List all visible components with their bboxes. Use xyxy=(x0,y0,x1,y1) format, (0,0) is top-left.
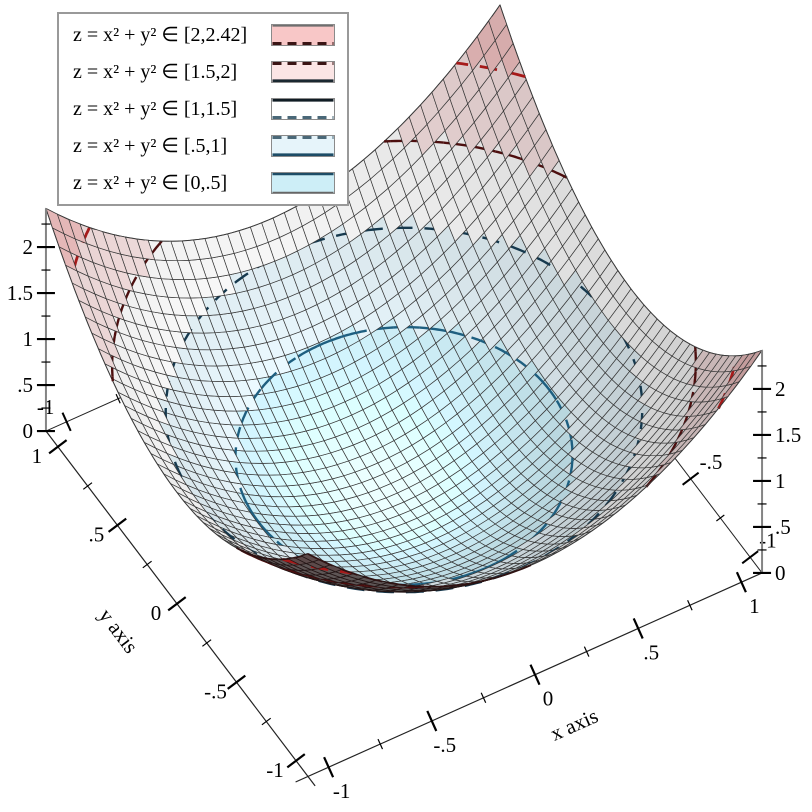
z-tick-label: 0 xyxy=(775,561,786,585)
legend-swatch-interval-1.5-2 xyxy=(271,60,335,83)
x-tick-label: -.5 xyxy=(433,733,456,757)
z-tick-label: 2 xyxy=(22,235,33,259)
legend-swatch-interval-.5-1 xyxy=(271,134,335,157)
legend-row: z = x² + y² ∈ [1.5,2] xyxy=(59,53,347,90)
legend: z = x² + y² ∈ [2,2.42] z = x² + y² ∈ [1.… xyxy=(57,12,349,206)
legend-label: z = x² + y² ∈ [.5,1] xyxy=(73,135,228,157)
x-tick-label: 1 xyxy=(749,594,760,618)
x-tick-label: 0 xyxy=(543,687,554,711)
legend-label: z = x² + y² ∈ [1.5,2] xyxy=(73,61,238,83)
y-tick-label: 1 xyxy=(32,444,43,468)
z-tick-label: .5 xyxy=(775,515,791,539)
z-tick-label: .5 xyxy=(17,373,33,397)
legend-swatch-interval-1-1.5 xyxy=(271,97,335,120)
y-tick-label: 0 xyxy=(151,601,162,625)
legend-row: z = x² + y² ∈ [0,.5] xyxy=(59,164,347,201)
legend-swatch-interval-0-.5 xyxy=(271,171,335,194)
far-y-tick-label: -.5 xyxy=(700,450,723,474)
z-axes: 0.511.520.511.52 xyxy=(7,208,801,585)
legend-row: z = x² + y² ∈ [1,1.5] xyxy=(59,90,347,127)
y-tick-label: -.5 xyxy=(204,679,227,703)
x-tick-label: .5 xyxy=(643,640,659,664)
legend-swatch-interval-2-2.42 xyxy=(271,23,335,46)
legend-label: z = x² + y² ∈ [1,1.5] xyxy=(73,98,238,120)
z-tick-label: 1 xyxy=(775,469,786,493)
z-tick-label: 1 xyxy=(22,327,33,351)
z-tick-label: 2 xyxy=(775,377,786,401)
x-tick-label: -1 xyxy=(333,779,351,803)
legend-row: z = x² + y² ∈ [.5,1] xyxy=(59,127,347,164)
z-tick-label: 1.5 xyxy=(7,281,33,305)
legend-row: z = x² + y² ∈ [2,2.42] xyxy=(59,16,347,53)
near-axes: -1 -.5 0 .5 1 -1 -.5 0 .5 1 xyxy=(32,430,763,803)
surface-and-contours xyxy=(45,4,763,594)
y-tick-label: .5 xyxy=(89,522,105,546)
y-tick-label: -1 xyxy=(266,758,284,782)
z-tick-label: 0 xyxy=(22,419,33,443)
far-y-tick-label: -1 xyxy=(759,528,777,552)
legend-label: z = x² + y² ∈ [2,2.42] xyxy=(73,24,248,46)
legend-label: z = x² + y² ∈ [0,.5] xyxy=(73,172,228,194)
z-tick-label: 1.5 xyxy=(775,423,801,447)
